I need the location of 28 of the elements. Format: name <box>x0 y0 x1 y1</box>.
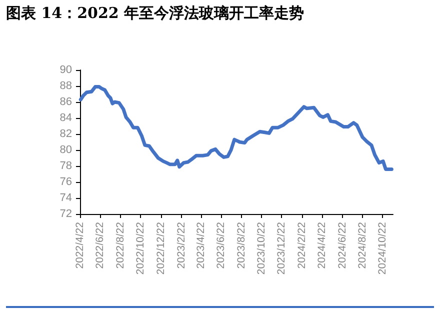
x-tick-label: 2023/2/22 <box>175 222 188 269</box>
chart-title: 图表 14：2022 年至今浮法玻璃开工率走势 <box>6 4 304 23</box>
x-tick-label: 2022/8/22 <box>114 222 126 269</box>
x-tick-label: 2024/10/22 <box>376 222 389 275</box>
y-tick-label: 84 <box>60 112 72 124</box>
x-tick-label: 2022/4/22 <box>74 222 86 269</box>
y-tick-label: 78 <box>60 160 72 172</box>
x-tick-label: 2022/10/22 <box>134 222 147 275</box>
y-tick-label: 86 <box>60 96 72 108</box>
x-tick-label: 2024/2/22 <box>296 222 308 269</box>
x-tick-label: 2023/4/22 <box>194 222 207 269</box>
x-tick-label: 2023/10/22 <box>256 222 268 275</box>
x-tick-label: 2024/8/22 <box>356 222 369 269</box>
y-tick-label: 80 <box>60 144 72 156</box>
y-tick-label: 88 <box>60 80 72 92</box>
y-tick-label: 74 <box>60 192 72 204</box>
y-tick-label: 72 <box>60 208 72 220</box>
x-tick-label: 2022/6/22 <box>94 222 106 269</box>
x-tick-label: 2023/6/22 <box>215 222 228 269</box>
y-tick-label: 76 <box>60 176 72 188</box>
x-tick-label: 2022/12/22 <box>154 222 167 275</box>
x-tick-label: 2024/4/22 <box>316 222 328 269</box>
line-series <box>78 85 394 171</box>
y-tick-label: 90 <box>60 64 72 76</box>
x-tick-label: 2024/6/22 <box>336 222 348 269</box>
y-tick-label: 82 <box>60 128 72 140</box>
x-tick-label: 2023/12/22 <box>276 222 288 275</box>
x-tick-label: 2023/8/22 <box>235 222 248 269</box>
